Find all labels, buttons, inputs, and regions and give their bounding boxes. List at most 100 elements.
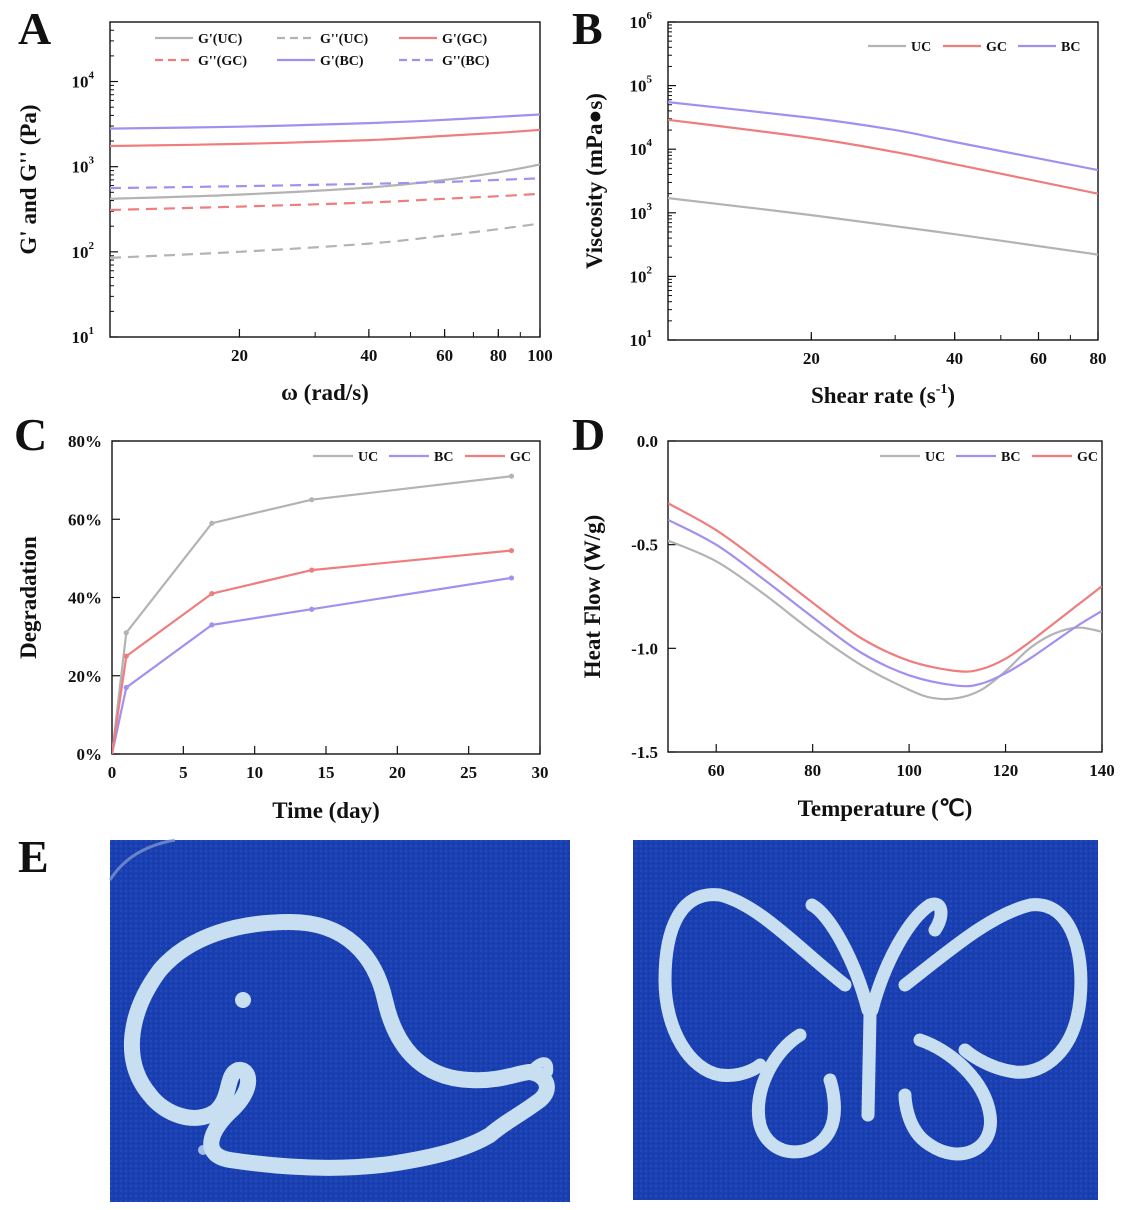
y-tick-label: 101 [72,325,95,347]
legend-label: G''(UC) [320,32,369,47]
y-tick-label: 103 [630,201,653,223]
series-line-gc [112,549,512,754]
gel-whale-outline [123,914,555,1176]
data-point [309,567,315,573]
x-tick-label: 5 [179,763,188,782]
y-tick-label: -1.5 [631,743,658,762]
series-line-gc [668,118,1098,195]
legend: UC BC GC [880,450,1098,465]
gel-butterfly-right-antenna [865,897,948,1017]
data-point [209,520,215,526]
series-line-bc [668,101,1098,172]
legend-label: BC [434,450,453,465]
panel-letter-a: A [18,3,51,54]
legend-label: G''(GC) [198,54,247,69]
data-point [508,547,515,554]
gel-whale-eye [235,992,251,1008]
legend: G'(UC) G''(UC) G'(GC) G''(GC) G'(BC) G''(BC) [155,32,490,69]
y-tick-label: 104 [72,70,95,92]
x-tick-label: 140 [1089,761,1115,780]
y-tick-label: 101 [630,328,653,350]
data-point [209,622,215,628]
data-point [309,497,315,503]
panel-letter-e: E [18,831,49,882]
plot-frame [109,21,541,338]
legend-label: G''(BC) [442,54,490,69]
x-tick-label: 60 [1030,349,1047,368]
y-tick-label: 80% [68,432,102,451]
data-point [209,590,215,597]
legend-label: GC [1077,450,1098,465]
y-tick-label: 60% [68,510,102,529]
series-line-bc [112,576,512,754]
y-tick-label: 0.0 [637,432,658,451]
data-point [123,653,129,659]
y-axis-label: Heat Flow (W/g) [580,515,605,679]
legend: UC BC GC [313,450,531,465]
x-tick-label: 20 [389,763,406,782]
x-tick-label: 100 [527,346,553,365]
plot-frame [667,440,1103,753]
legend: UC GC BC [868,40,1080,55]
gel-droplet [198,1145,208,1155]
chart-a-frequency-sweep: A 20 40 60 80 100 101 102 103 104 ω (rad/s) G' and … [16,3,553,405]
series-line-g-bc- [110,177,540,190]
series-line-g-uc- [110,163,540,200]
panel-letter-b: B [572,3,603,54]
legend-label: G'(GC) [442,32,487,47]
series-line-gc [668,502,1102,673]
x-axis-label: Time (day) [272,798,380,823]
x-tick-label: 60 [708,761,725,780]
legend-label: UC [911,40,931,55]
legend-label: UC [358,450,378,465]
legend-label: BC [1001,450,1020,465]
photo-butterfly [633,840,1098,1200]
x-tick-label: 10 [246,763,263,782]
y-tick-label: 0% [77,745,103,764]
legend-label: G'(BC) [320,54,364,69]
series-line-g-uc- [110,222,540,259]
photo-whale [108,838,570,1202]
series-line-g-gc- [110,128,540,148]
y-tick-label: -1.0 [631,639,658,658]
x-tick-label: 80 [1090,349,1107,368]
data-point [309,606,315,612]
gel-whale-tail [525,1057,554,1077]
chart-b-viscosity: B 20 40 60 80 101 102 103 104 105 106 Shear rate (s… [572,3,1107,408]
legend-label: G'(UC) [198,32,243,47]
x-tick-label: 15 [318,763,335,782]
gel-butterfly-upper-right-wing [898,898,1088,1079]
y-tick-label: 20% [68,667,102,686]
x-tick-label: 30 [532,763,549,782]
data-point [508,473,515,479]
series-line-bc [668,518,1102,688]
gel-butterfly-left-antenna [805,898,875,1017]
gel-butterfly-lower-right-wing [898,1033,997,1161]
y-tick-label: 106 [630,10,653,32]
legend-label: GC [986,40,1007,55]
y-tick-label: 102 [630,264,653,286]
chart-d-heat-flow: D 60 80 100 120 140 0.0 -0.5 -1.0 -1.5 Temperature… [572,409,1115,821]
y-axis-label: G' and G'' (Pa) [16,104,41,254]
petri-dish-rim [108,838,176,881]
data-point [123,684,129,691]
data-point [508,575,515,581]
y-tick-label: -0.5 [631,536,658,555]
series-line-uc [668,197,1098,256]
x-tick-label: 100 [896,761,922,780]
x-tick-label: 80 [490,346,507,365]
x-tick-label: 60 [436,346,453,365]
y-tick-label: 102 [72,240,95,262]
chart-c-degradation: C 0 5 10 15 20 25 30 0% 20% 40% 60% 80% Time (day) Deg… [14,409,549,823]
legend-label: BC [1061,40,1080,55]
x-tick-label: 25 [460,763,477,782]
series-line-uc [668,539,1102,701]
plot-frame [111,440,541,755]
y-tick-label: 40% [68,589,102,608]
panel-e-printed-shapes: E [18,831,1098,1202]
y-axis-label: Viscosity (mPa●s) [582,93,607,269]
y-tick-label: 104 [630,137,653,159]
x-axis-label: ω (rad/s) [281,380,369,405]
y-tick-label: 103 [72,155,95,177]
